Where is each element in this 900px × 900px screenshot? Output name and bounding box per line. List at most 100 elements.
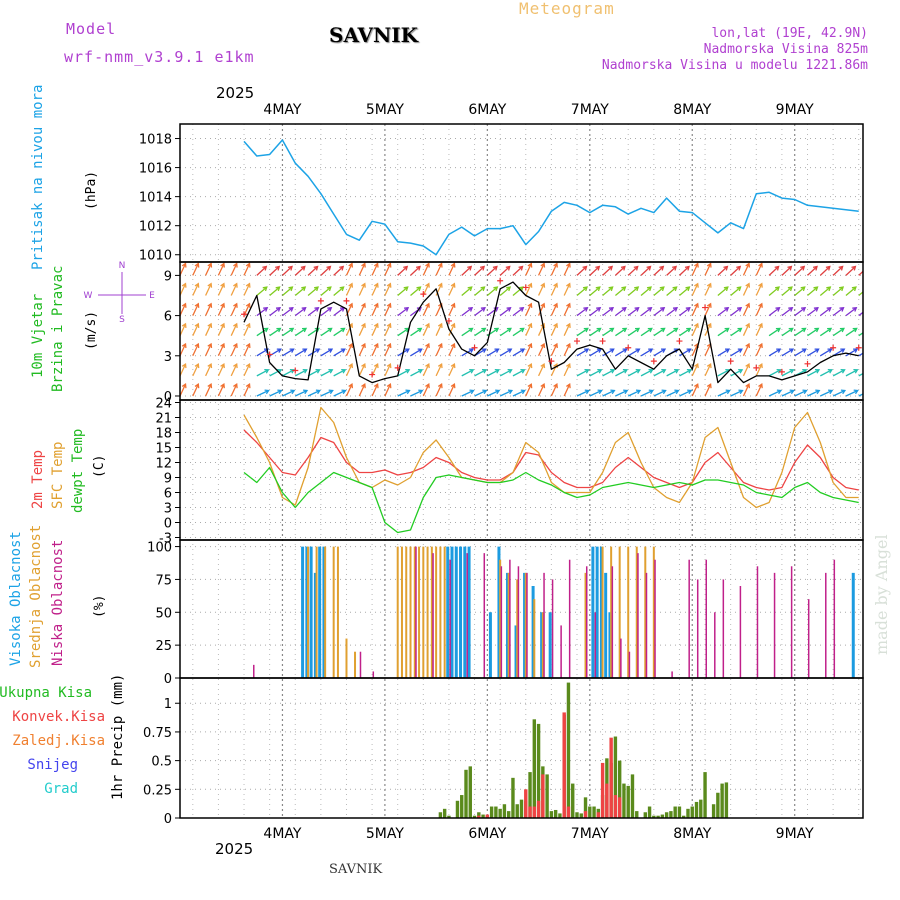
wind-arrowhead [674, 368, 680, 374]
wind-arrowhead [361, 342, 366, 349]
precip-bar [617, 760, 622, 818]
wind-arrow [217, 283, 225, 296]
y-tick-label: 100 [147, 541, 172, 556]
wind-arrow [576, 348, 589, 357]
precip-legend-item: Zaledj.Kisa [12, 733, 105, 749]
wind-arrowhead [634, 327, 641, 333]
wind-arrow [461, 307, 473, 317]
wind-gust-marker [522, 284, 529, 291]
precip-bar [583, 797, 588, 818]
precip-bar [468, 766, 472, 818]
wind-arrowhead [328, 368, 334, 374]
wind-arrowhead [813, 307, 819, 312]
wind-arrowhead [493, 286, 499, 292]
wind-arrow [294, 369, 308, 377]
wind-gust-marker [599, 338, 606, 345]
wind-arrow [384, 323, 391, 336]
wind-arrow [794, 266, 805, 276]
wind-arrowhead [838, 286, 845, 292]
wind-arrowhead [527, 282, 533, 288]
wind-arrow [742, 363, 750, 377]
wind-arrow [666, 389, 679, 397]
wind-arrow [422, 283, 430, 296]
wind-arrow [397, 307, 409, 317]
wind-arrow [704, 383, 712, 397]
wind-arrow [307, 369, 320, 377]
wind-arrowhead [787, 286, 793, 292]
wind-arrow [794, 286, 806, 296]
precip-bar [528, 806, 532, 818]
wind-arrowhead [373, 383, 379, 389]
wind-arrowhead [661, 389, 667, 395]
wind-arrow [371, 343, 379, 357]
wind-arrow [397, 369, 410, 377]
wind-arrowhead [233, 383, 238, 389]
wind-arrowhead [194, 383, 200, 389]
wind-arrowhead [233, 322, 238, 328]
wind-arrowhead [758, 262, 763, 268]
wind-gust-marker [573, 338, 580, 345]
wind-arrowhead [814, 327, 820, 333]
wind-arrow [742, 263, 750, 276]
day-label-bottom: 8MAY [673, 826, 711, 842]
wind-arrowhead [494, 368, 500, 374]
wind-arrow [653, 327, 665, 337]
wind-arrow [602, 327, 614, 337]
wind-arrowhead [207, 342, 213, 349]
wind-arrowhead [386, 383, 392, 389]
wind-arrowhead [852, 307, 858, 312]
wind-arrow [563, 263, 571, 276]
wind-arrow [358, 263, 366, 276]
precip-bar [613, 795, 618, 818]
wind-arrowhead [840, 368, 846, 374]
wind-arrow [602, 369, 615, 377]
wind-arrowhead [745, 362, 751, 369]
wind-arrow [794, 389, 807, 397]
precip-bar [626, 785, 630, 818]
wind-arrow [742, 343, 750, 357]
wind-arrow [486, 266, 498, 276]
wind-arrowhead [838, 265, 844, 271]
wind-arrow [576, 307, 588, 317]
wind-arrow [474, 369, 487, 377]
wind-arrow [807, 369, 820, 377]
y-tick-label: 25 [155, 639, 172, 654]
wind-arrowhead [686, 348, 692, 353]
wind-arrow [307, 266, 319, 276]
wind-arrowhead [506, 286, 512, 292]
wind-arrow [858, 352, 863, 357]
wind-arrowhead [207, 282, 213, 288]
wind-arrow [691, 363, 699, 377]
wind-arrow [499, 348, 512, 357]
wind-arrowhead [684, 265, 690, 271]
y-tick-label: 3 [164, 502, 172, 517]
wind-arrowhead [520, 348, 526, 353]
wind-arrow [819, 286, 831, 296]
y-tick-label: 15 [155, 442, 172, 457]
wind-arrow [371, 283, 379, 296]
wind-arrow [845, 389, 858, 397]
wind-arrowhead [853, 389, 859, 395]
wind-gust-marker [292, 367, 299, 374]
wind-arrow [320, 369, 333, 377]
wind-arrow [858, 270, 863, 276]
precip-bar [442, 808, 447, 818]
wind-arrowhead [373, 282, 379, 288]
wind-arrowhead [418, 389, 424, 395]
wind-arrowhead [328, 348, 334, 353]
wind-arrow [461, 286, 473, 296]
wind-arrowhead [181, 282, 187, 288]
wind-arrowhead [736, 265, 742, 271]
wind-arrow [461, 327, 473, 337]
wind-arrowhead [553, 302, 558, 308]
wind-arrowhead [853, 368, 859, 374]
wind-arrow [397, 286, 409, 296]
wind-arrowhead [745, 322, 751, 328]
precip-bar [477, 812, 481, 818]
wind-arrowhead [207, 383, 213, 389]
wind-arrowhead [207, 322, 213, 328]
wind-arrowhead [828, 389, 834, 395]
wind-arrow [832, 348, 845, 357]
wind-arrowhead [262, 286, 268, 292]
wind-gust-marker [676, 338, 683, 345]
